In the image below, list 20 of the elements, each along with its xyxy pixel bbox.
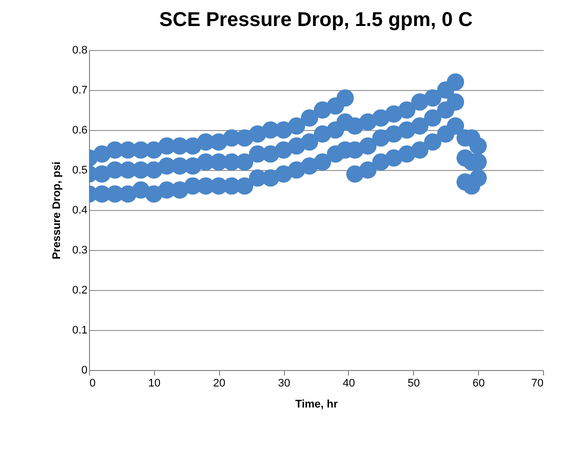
x-tick-label: 0	[90, 378, 96, 390]
y-tick-label: 0.8	[72, 44, 88, 56]
y-tick-label: 0.4	[72, 204, 88, 216]
y-tick-label: 0.5	[72, 164, 88, 176]
x-tick-label: 50	[408, 378, 420, 390]
y-tick-label: 0.7	[72, 84, 88, 96]
x-tick-label: 10	[148, 378, 160, 390]
x-axis-title: Time, hr	[295, 398, 339, 410]
x-tick-label: 40	[342, 378, 356, 390]
x-tick-label: 60	[472, 378, 485, 390]
y-tick-label: 0	[81, 364, 88, 376]
y-tick-label: 0.3	[72, 244, 88, 256]
y-axis-title: Pressure Drop, psi	[51, 162, 64, 260]
y-tick-label: 0.1	[72, 324, 88, 336]
x-tick-label: 70	[531, 378, 544, 390]
y-tick-label: 0.2	[72, 284, 88, 296]
y-tick-label: 0.6	[72, 124, 88, 136]
x-tick-label: 20	[213, 378, 226, 390]
x-tick-label: 30	[278, 378, 290, 390]
chart-title: SCE Pressure Drop, 1.5 gpm, 0 C	[159, 9, 473, 31]
